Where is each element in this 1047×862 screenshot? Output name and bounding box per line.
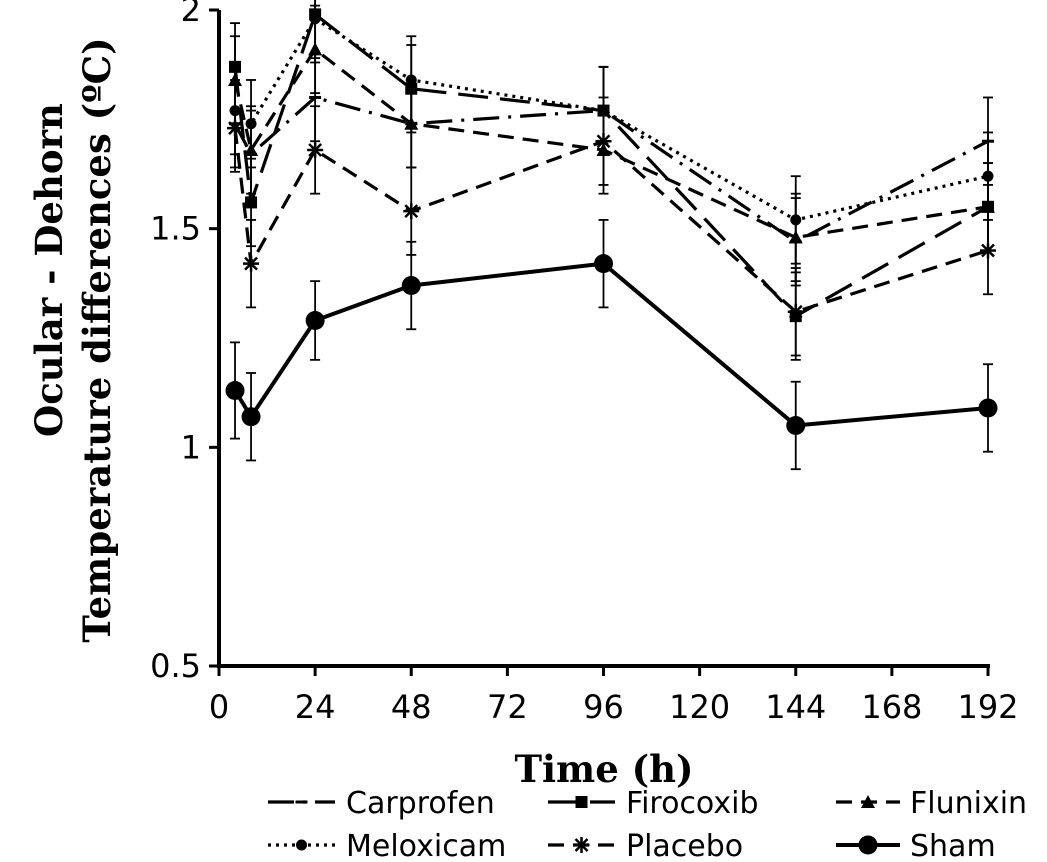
data-point-sham — [241, 407, 261, 427]
y-tick-label: 1 — [181, 428, 201, 466]
data-point-sham — [786, 415, 806, 435]
data-point-placebo — [307, 141, 324, 158]
data-point-flunixin — [404, 116, 419, 130]
legend-label: Firocoxib — [626, 786, 759, 821]
x-axis-title: Time (h) — [514, 747, 693, 791]
data-point-flunixin — [244, 142, 259, 156]
legend-label: Sham — [910, 829, 996, 862]
legend-item-sham: Sham — [836, 829, 996, 862]
legend-marker — [573, 837, 590, 853]
data-point-flunixin — [228, 72, 243, 86]
legend-marker — [858, 835, 878, 855]
data-point-firocoxib — [405, 82, 418, 95]
legend-label: Placebo — [626, 829, 743, 862]
data-point-flunixin — [308, 42, 323, 56]
x-tick-label: 192 — [957, 688, 1018, 726]
axes — [209, 8, 990, 676]
legend: Carprofen Firocoxib Flunixin Meloxicam Place… — [268, 786, 1027, 862]
legend-item-placebo: Placebo — [548, 829, 743, 862]
data-point-meloxicam — [982, 170, 994, 182]
y-tick-label: 2 — [181, 0, 201, 29]
x-tick-label: 168 — [861, 688, 922, 726]
x-tick-label: 24 — [295, 688, 336, 726]
data-point-flunixin — [981, 199, 995, 213]
legend-item-carprofen: Carprofen — [268, 786, 495, 821]
legend-marker — [575, 796, 588, 808]
data-point-sham — [978, 398, 998, 418]
data-point-placebo — [227, 120, 244, 137]
data-point-flunixin — [596, 142, 611, 156]
data-point-placebo — [787, 303, 804, 320]
data-point-sham — [225, 380, 245, 400]
data-point-meloxicam — [229, 105, 241, 117]
series-markers — [225, 8, 998, 435]
series-line-placebo — [233, 127, 989, 314]
data-point-meloxicam — [245, 118, 257, 130]
legend-item-flunixin: Flunixin — [836, 786, 1027, 821]
legend-marker — [861, 795, 875, 808]
legend-label: Flunixin — [910, 786, 1027, 821]
data-point-sham — [401, 276, 421, 296]
x-tick-label: 48 — [391, 688, 432, 726]
x-tick-label: 120 — [669, 688, 730, 726]
y-axis-title-line-1: Ocular - Dehorn — [27, 103, 71, 437]
data-point-meloxicam — [405, 74, 417, 86]
data-point-placebo — [243, 255, 260, 272]
data-point-meloxicam — [790, 214, 802, 226]
x-tick-label: 144 — [765, 688, 826, 726]
data-point-firocoxib — [229, 60, 242, 73]
data-point-flunixin — [788, 230, 803, 244]
data-point-placebo — [980, 242, 996, 259]
y-tick-label: 1.5 — [150, 210, 201, 248]
y-axis-title-line-2: Temperature differences (ºC) — [75, 37, 119, 642]
data-point-placebo — [595, 133, 612, 150]
data-point-firocoxib — [245, 196, 258, 209]
legend-label: Carprofen — [346, 786, 495, 821]
x-tick-label: 96 — [583, 688, 624, 726]
legend-label: Meloxicam — [346, 829, 506, 862]
y-tick-label: 0.5 — [150, 647, 201, 685]
legend-marker — [296, 839, 307, 851]
x-tick-label: 72 — [487, 688, 528, 726]
x-tick-label: 0 — [209, 688, 229, 726]
series-lines — [233, 12, 989, 428]
data-point-sham — [305, 311, 325, 331]
tick-labels: 0.5 1 1.5 2 0 24 48 72 96 120 144 168 192 — [150, 0, 1018, 726]
data-point-meloxicam — [309, 13, 321, 25]
data-point-placebo — [403, 203, 420, 220]
legend-item-firocoxib: Firocoxib — [548, 786, 759, 821]
data-point-meloxicam — [598, 105, 609, 117]
data-point-sham — [594, 254, 613, 274]
series-line-meloxicam — [234, 17, 989, 222]
series-line-flunixin — [233, 47, 989, 240]
legend-item-meloxicam: Meloxicam — [268, 829, 506, 862]
